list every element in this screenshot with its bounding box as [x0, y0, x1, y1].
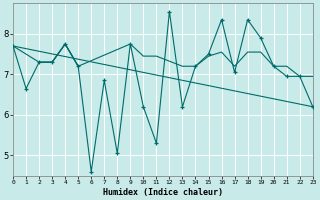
X-axis label: Humidex (Indice chaleur): Humidex (Indice chaleur)	[103, 188, 223, 197]
